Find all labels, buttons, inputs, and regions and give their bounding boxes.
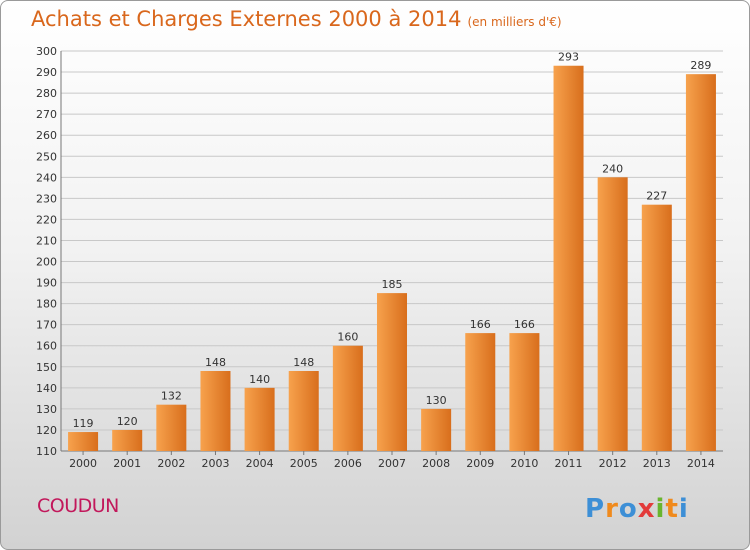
chart-unit-note: (en milliers d'€) [467, 15, 562, 29]
y-tick-label: 270 [36, 108, 57, 121]
svg-text:Proxiti: Proxiti [585, 494, 689, 524]
y-tick-label: 170 [36, 319, 57, 332]
bar [112, 429, 143, 451]
x-tick-label: 2005 [290, 457, 318, 470]
x-tick-label: 2012 [599, 457, 627, 470]
data-label: 119 [73, 417, 94, 430]
y-tick-label: 120 [36, 424, 57, 437]
data-label: 148 [205, 356, 226, 369]
data-label: 166 [470, 318, 491, 331]
data-label: 130 [426, 394, 447, 407]
x-tick-label: 2006 [334, 457, 362, 470]
x-tick-label: 2000 [69, 457, 97, 470]
data-label: 185 [382, 278, 403, 291]
commune-name: COUDUN [37, 495, 119, 517]
y-tick-label: 240 [36, 171, 57, 184]
y-tick-label: 290 [36, 66, 57, 79]
x-tick-label: 2008 [422, 457, 450, 470]
x-tick-label: 2011 [555, 457, 583, 470]
y-tick-label: 150 [36, 361, 57, 374]
x-tick-label: 2009 [466, 457, 494, 470]
bar [332, 345, 363, 451]
data-label: 293 [558, 51, 579, 64]
data-label: 240 [602, 162, 623, 175]
x-tick-label: 2013 [643, 457, 671, 470]
x-tick-label: 2003 [201, 457, 229, 470]
bar [641, 204, 672, 451]
x-tick-label: 2004 [246, 457, 274, 470]
bar [421, 408, 452, 451]
x-tick-label: 2014 [687, 457, 715, 470]
x-tick-label: 2002 [157, 457, 185, 470]
y-tick-label: 200 [36, 256, 57, 269]
bar [376, 293, 408, 451]
data-label: 166 [514, 318, 535, 331]
y-tick-label: 250 [36, 150, 57, 163]
y-tick-label: 280 [36, 87, 57, 100]
data-label: 289 [690, 59, 711, 72]
y-tick-label: 180 [36, 298, 57, 311]
y-tick-label: 160 [36, 340, 57, 353]
data-label: 120 [117, 415, 138, 428]
y-tick-label: 190 [36, 277, 57, 290]
bar [465, 333, 496, 451]
chart-title: Achats et Charges Externes 2000 à 2014 (e… [31, 7, 562, 31]
data-label: 140 [249, 373, 270, 386]
bar [288, 371, 319, 451]
y-tick-label: 140 [36, 382, 57, 395]
chart-title-text: Achats et Charges Externes 2000 à 2014 [31, 7, 462, 31]
bar [200, 371, 231, 451]
data-label: 148 [293, 356, 314, 369]
y-tick-label: 130 [36, 403, 57, 416]
y-tick-label: 220 [36, 213, 57, 226]
y-tick-label: 260 [36, 129, 57, 142]
bar [68, 432, 99, 451]
y-tick-label: 110 [36, 445, 57, 458]
data-label: 160 [337, 331, 358, 344]
bar [244, 387, 275, 451]
bar [156, 404, 187, 451]
x-tick-label: 2007 [378, 457, 406, 470]
y-tick-label: 230 [36, 192, 57, 205]
data-label: 227 [646, 190, 667, 203]
bar [553, 65, 584, 451]
bar [509, 333, 540, 451]
y-tick-label: 210 [36, 234, 57, 247]
x-tick-label: 2010 [510, 457, 538, 470]
y-tick-label: 300 [36, 45, 57, 58]
proxiti-logo: Proxiti [585, 494, 689, 524]
bar [597, 177, 628, 451]
bar [685, 74, 716, 451]
data-label: 132 [161, 390, 182, 403]
x-tick-label: 2001 [113, 457, 141, 470]
